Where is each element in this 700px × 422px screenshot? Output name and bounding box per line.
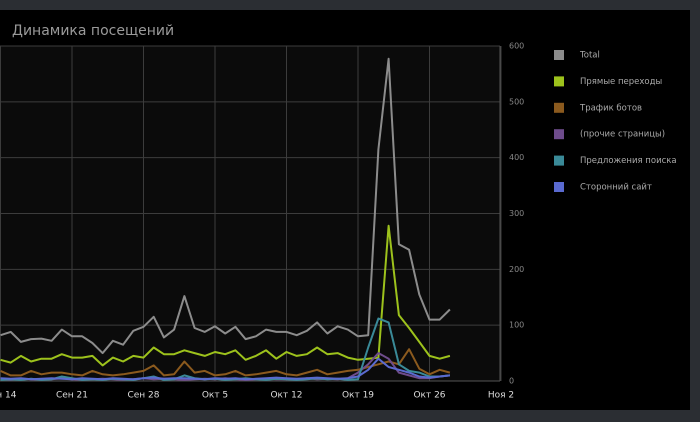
- series-line: [0, 348, 451, 377]
- x-tick-label: Окт 26: [413, 391, 445, 401]
- x-tick-label: Сен 14: [0, 391, 17, 401]
- y-tick-label: 0: [509, 377, 514, 386]
- x-tick-label: Окт 19: [342, 391, 374, 401]
- legend-swatch: [554, 155, 564, 166]
- y-tick-label: 100: [509, 321, 524, 330]
- legend-swatch: [554, 76, 564, 87]
- legend-swatch: [554, 50, 564, 60]
- y-tick-label: 500: [509, 97, 524, 106]
- legend-swatch: [554, 102, 564, 113]
- y-tick-label: 200: [509, 265, 524, 274]
- series-line: [0, 57, 451, 355]
- legend-label: Сторонний сайт: [580, 183, 652, 193]
- x-tick-label: Сен 21: [56, 391, 88, 401]
- legend-label: (прочие страницы): [580, 130, 665, 140]
- x-tick-label: Ноя 2: [488, 391, 514, 401]
- legend-label: Прямые переходы: [580, 77, 662, 87]
- chart-title: Динамика посещений: [12, 23, 174, 39]
- x-tick-label: Окт 12: [270, 391, 302, 401]
- x-tick-label: Окт 5: [202, 391, 228, 401]
- y-tick-label: 400: [509, 153, 524, 162]
- legend-label: Трафик ботов: [579, 103, 642, 113]
- legend-label: Предложения поиска: [580, 156, 677, 166]
- legend-label: Total: [579, 51, 600, 61]
- legend-swatch: [554, 182, 564, 192]
- series-line: [0, 357, 451, 381]
- x-tick-label: Сен 28: [127, 391, 159, 401]
- legend-swatch: [554, 129, 564, 140]
- y-tick-label: 300: [509, 209, 524, 218]
- y-tick-label: 600: [509, 42, 524, 51]
